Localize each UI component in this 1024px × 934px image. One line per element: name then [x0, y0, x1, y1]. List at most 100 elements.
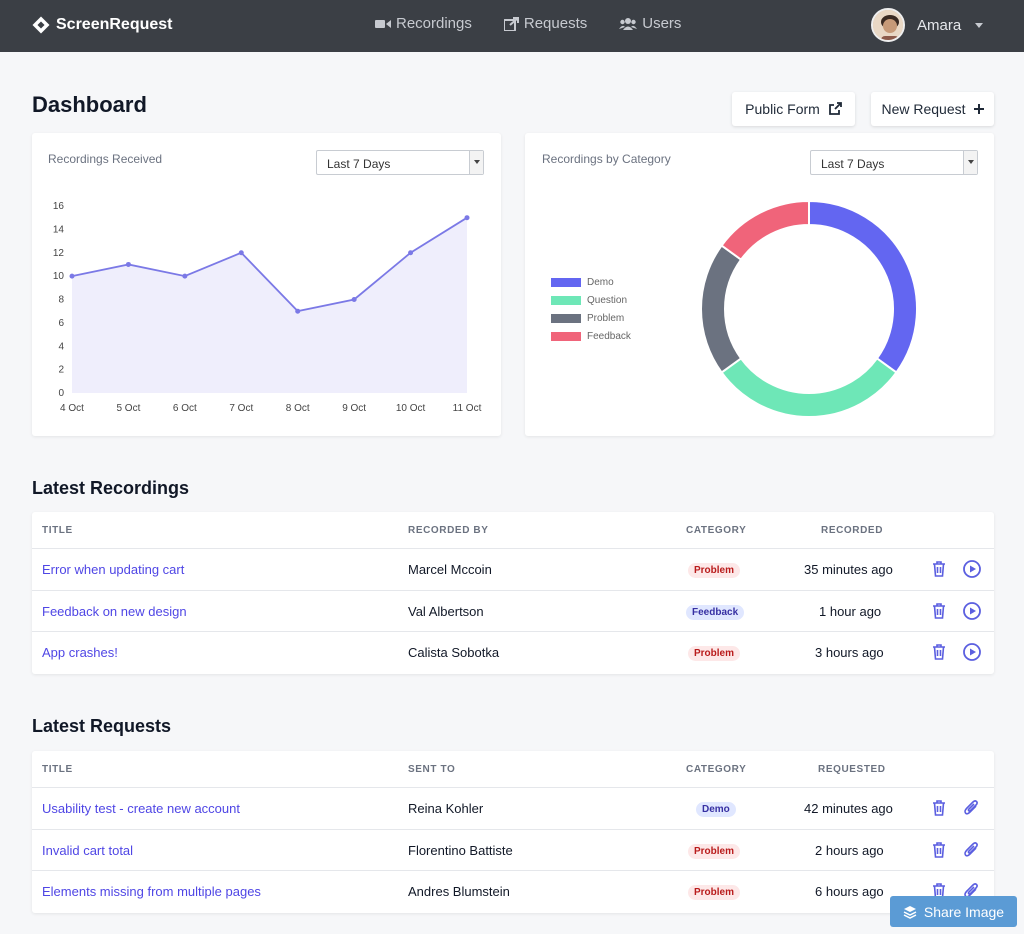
- public-form-button[interactable]: Public Form: [732, 92, 855, 126]
- donut-legend: Demo Question Problem Feedback: [551, 276, 631, 343]
- data-point[interactable]: [182, 273, 188, 279]
- y-tick-label: 6: [58, 318, 64, 329]
- data-point[interactable]: [464, 215, 470, 221]
- legend-label: Question: [587, 295, 628, 306]
- nav-requests-label: Requests: [523, 15, 588, 32]
- chevron-down-icon: [975, 22, 984, 28]
- x-tick-label: 4 Oct: [60, 403, 84, 414]
- data-point[interactable]: [295, 308, 301, 314]
- share-image-label: Share Image: [923, 903, 1005, 920]
- series-line: [71, 216, 468, 313]
- share-image-button[interactable]: Share Image: [890, 896, 1017, 927]
- trash-icon[interactable]: [929, 559, 949, 579]
- requests-table: TITLE SENT TO CATEGORY REQUESTED Usabili…: [32, 751, 994, 913]
- category-badge: Demo: [696, 802, 736, 817]
- requested-time: 2 hours ago: [815, 842, 884, 858]
- paperclip-icon[interactable]: [962, 798, 982, 818]
- data-point[interactable]: [351, 297, 357, 302]
- trash-icon[interactable]: [929, 840, 949, 860]
- play-icon[interactable]: [962, 601, 982, 621]
- area-fill: [72, 217, 467, 393]
- donut-slice-demo[interactable]: [808, 200, 918, 374]
- logo-icon: [32, 16, 50, 34]
- legend-swatch: [551, 332, 581, 341]
- latest-recordings-title: Latest Recordings: [32, 478, 190, 498]
- y-tick-label: 0: [58, 388, 64, 399]
- legend-swatch: [551, 278, 581, 287]
- col-title: TITLE: [42, 764, 73, 775]
- donut-slice-feedback[interactable]: [720, 200, 810, 262]
- data-point[interactable]: [69, 273, 75, 279]
- legend-item-question[interactable]: Question: [551, 294, 631, 307]
- avatar-image: [873, 10, 903, 40]
- line-chart: 0 2 4 6 8 10 12 14 16 4 Oct 5 Oct 6 Oct 7 Oct 8 Oct 9 …: [53, 201, 482, 414]
- legend-label: Demo: [587, 277, 614, 288]
- plus-icon: [973, 104, 984, 114]
- sent-to: Andres Blumstein: [408, 884, 510, 899]
- data-point[interactable]: [238, 250, 244, 256]
- recordings-table: TITLE RECORDED BY CATEGORY RECORDED Erro…: [32, 512, 994, 674]
- donut-slice-question[interactable]: [720, 356, 898, 418]
- recording-title-link[interactable]: Feedback on new design: [42, 603, 187, 619]
- donut-slice-problem[interactable]: [700, 244, 743, 374]
- new-request-button[interactable]: New Request: [871, 92, 994, 126]
- brand[interactable]: ScreenRequest: [32, 16, 173, 34]
- recorded-by: Val Albertson: [408, 603, 484, 619]
- table-row: Usability test - create new account Rein…: [32, 788, 994, 830]
- legend-label: Problem: [587, 313, 625, 324]
- data-point[interactable]: [125, 261, 131, 267]
- table-row: Elements missing from multiple pages And…: [32, 871, 994, 913]
- top-navbar: ScreenRequest Recordings Requests Users …: [0, 0, 1024, 52]
- play-icon[interactable]: [962, 642, 982, 662]
- nav-requests[interactable]: Requests: [503, 15, 588, 32]
- nav-users[interactable]: Users: [619, 15, 681, 32]
- user-menu[interactable]: Amara: [871, 8, 984, 42]
- select-arrow-icon: [963, 151, 977, 174]
- user-name: Amara: [917, 16, 962, 34]
- recordings-table-header: TITLE RECORDED BY CATEGORY RECORDED: [32, 512, 994, 549]
- category-badge: Feedback: [686, 604, 745, 620]
- y-tick-label: 4: [58, 341, 64, 352]
- recorded-time: 3 hours ago: [815, 645, 884, 660]
- legend-item-demo[interactable]: Demo: [551, 276, 631, 289]
- trash-icon[interactable]: [929, 798, 949, 818]
- data-point[interactable]: [408, 250, 414, 256]
- select-arrow-icon: [469, 151, 483, 174]
- latest-requests-title: Latest Requests: [32, 716, 172, 736]
- received-range-value: Last 7 Days: [327, 157, 391, 171]
- trash-icon[interactable]: [929, 642, 949, 662]
- request-title-link[interactable]: Usability test - create new account: [42, 801, 240, 816]
- brand-name: ScreenRequest: [56, 16, 173, 33]
- x-tick-label: 5 Oct: [116, 403, 140, 414]
- recording-title-link[interactable]: Error when updating cart: [42, 562, 185, 577]
- recording-title-link[interactable]: App crashes!: [42, 645, 118, 660]
- recordings-by-category-title: Recordings by Category: [542, 152, 671, 166]
- users-icon: [619, 18, 638, 30]
- table-row: Feedback on new design Val Albertson Fee…: [32, 591, 994, 632]
- legend-item-feedback[interactable]: Feedback: [551, 330, 631, 343]
- sent-to: Florentino Battiste: [408, 842, 513, 858]
- nav-users-label: Users: [642, 15, 682, 32]
- page-title: Dashboard: [32, 92, 147, 117]
- request-title-link[interactable]: Elements missing from multiple pages: [42, 884, 261, 899]
- paperclip-icon[interactable]: [962, 840, 982, 860]
- legend-swatch: [551, 314, 581, 323]
- nav-recordings-label: Recordings: [396, 15, 472, 32]
- y-tick-label: 16: [53, 201, 65, 212]
- y-tick-label: 10: [53, 271, 65, 282]
- trash-icon[interactable]: [929, 601, 949, 621]
- play-icon[interactable]: [962, 559, 982, 579]
- col-title: TITLE: [42, 525, 73, 536]
- request-title-link[interactable]: Invalid cart total: [42, 842, 134, 858]
- col-recorded-by: RECORDED BY: [408, 525, 489, 536]
- nav-recordings[interactable]: Recordings: [375, 15, 472, 32]
- legend-item-problem[interactable]: Problem: [551, 312, 631, 325]
- category-range-select[interactable]: Last 7 Days: [810, 150, 978, 175]
- legend-label: Feedback: [587, 331, 631, 342]
- avatar: [871, 8, 905, 42]
- legend-swatch: [551, 296, 581, 305]
- received-range-select[interactable]: Last 7 Days: [316, 150, 484, 175]
- x-tick-label: 7 Oct: [229, 403, 253, 414]
- y-tick-label: 14: [53, 224, 65, 235]
- col-sent-to: SENT TO: [408, 764, 456, 775]
